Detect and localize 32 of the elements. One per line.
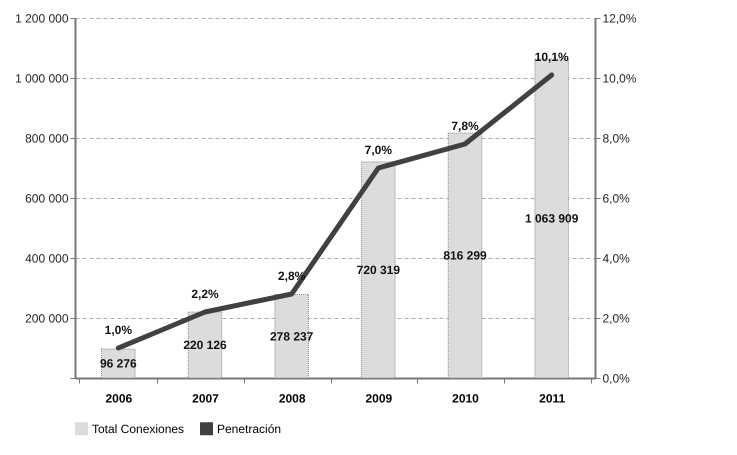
y-tick-label: 600 000 <box>25 192 69 206</box>
data-label: 220 126 <box>183 338 228 352</box>
data-label: 96 276 <box>100 356 138 371</box>
y-tick-label: 800 000 <box>25 132 69 146</box>
y-tick-label: 400 000 <box>25 252 69 266</box>
data-label: 10,1% <box>534 50 570 64</box>
legend-label: Total Conexiones <box>92 422 184 436</box>
data-label: 1,0% <box>104 323 132 337</box>
y2-tick-label: 4,0% <box>602 252 630 266</box>
data-label: 278 237 <box>270 329 314 344</box>
data-label: 7,0% <box>364 143 392 157</box>
x-tick-label: 2009 <box>365 392 393 406</box>
y2-tick-label: 6,0% <box>602 192 630 206</box>
data-label: 816 299 <box>443 248 488 263</box>
y-tick-label: 1 000 000 <box>15 72 69 86</box>
x-tick-label: 2008 <box>278 392 306 406</box>
x-tick-label: 2007 <box>192 392 220 406</box>
data-label: 7,8% <box>451 119 479 133</box>
data-label: 1 063 909 <box>524 211 579 226</box>
y2-tick-label: 8,0% <box>602 132 630 146</box>
y2-tick-label: 2,0% <box>602 312 630 326</box>
y2-tick-label: 12,0% <box>602 12 637 26</box>
data-label: 2,2% <box>191 287 219 301</box>
x-tick-label: 2010 <box>452 392 480 406</box>
y-tick-label: 1 200 000 <box>15 12 69 26</box>
x-tick-label: 2006 <box>105 392 133 406</box>
x-tick-label: 2011 <box>539 392 566 406</box>
y2-tick-label: 0,0% <box>602 372 630 386</box>
y-tick-label: 200 000 <box>25 312 69 326</box>
data-label: 720 319 <box>356 262 400 277</box>
legend-label: Penetración <box>217 422 282 436</box>
y2-tick-label: 10,0% <box>602 72 637 86</box>
